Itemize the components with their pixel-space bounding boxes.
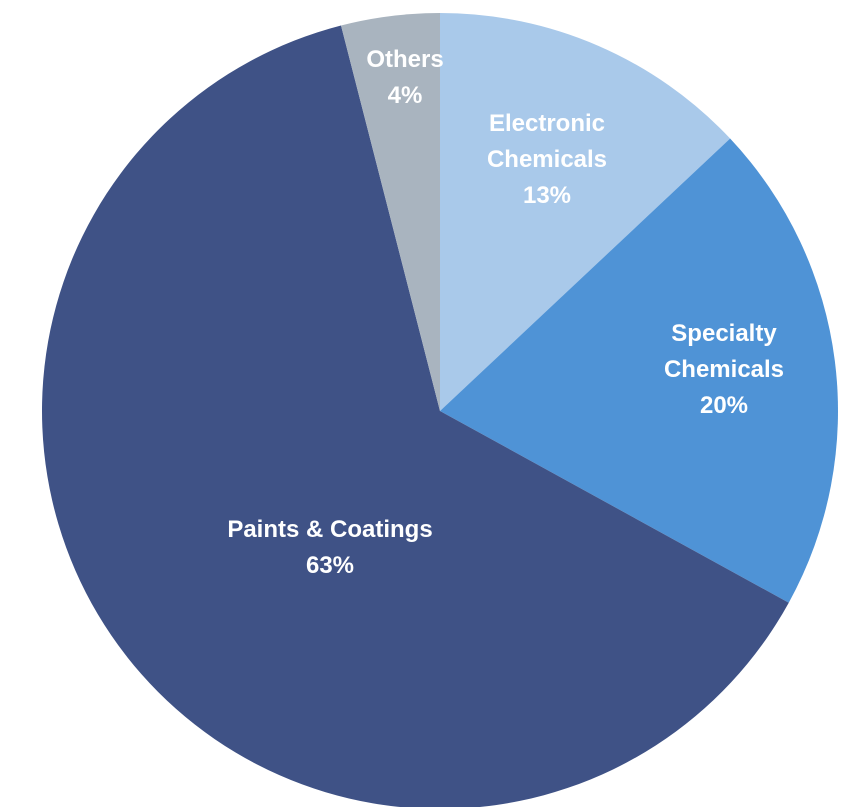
category-label: Paints & Coatings bbox=[227, 516, 433, 543]
pie-slice bbox=[440, 138, 838, 603]
slice-label: Others 4% bbox=[345, 42, 465, 114]
slice-label: Electronic Chemicals 13% bbox=[452, 106, 642, 214]
slice-label: Paints & Coatings 63% bbox=[170, 512, 490, 584]
pie-slice bbox=[42, 25, 789, 807]
category-label: Electronic Chemicals bbox=[486, 110, 608, 173]
value-label: 4% bbox=[387, 82, 423, 109]
category-label: Others bbox=[366, 46, 444, 73]
category-label: Specialty Chemicals bbox=[663, 320, 785, 383]
value-label: 13% bbox=[522, 182, 572, 209]
value-label: 20% bbox=[699, 392, 749, 419]
pie-slice bbox=[440, 13, 731, 411]
value-label: 63% bbox=[305, 552, 355, 579]
pie-slice bbox=[341, 13, 440, 411]
slice-label: Specialty Chemicals 20% bbox=[634, 316, 814, 424]
